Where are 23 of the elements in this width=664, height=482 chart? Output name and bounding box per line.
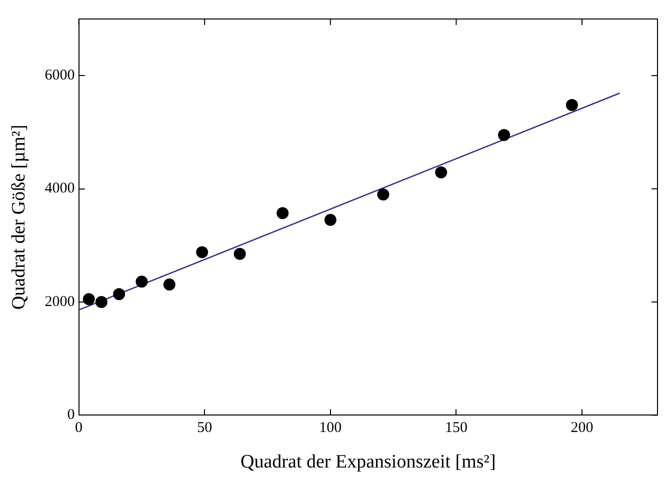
point [234,248,246,260]
y-tick-label: 0 [67,407,75,424]
x-tick-label: 50 [197,420,212,436]
point [566,99,578,112]
y-tick-label: 4000 [44,180,75,197]
x-tick-label: 200 [570,420,594,436]
point [95,296,108,308]
point [82,293,95,306]
x-axis-title: Quadrat der Expansionszeit [ms²] [240,452,496,473]
point [196,246,208,258]
x-tick-label: 150 [444,420,468,436]
y-tick-label: 6000 [44,68,75,84]
point [498,129,510,142]
point [377,188,390,200]
point [435,166,448,178]
point [136,276,148,288]
y-axis-title: Quadrat der Göße [µm²] [8,124,30,310]
x-tick-label: 100 [319,420,342,436]
y-tick-label: 2000 [44,294,75,310]
point [324,214,336,226]
point [113,288,126,300]
point [163,278,176,290]
point [276,207,289,220]
